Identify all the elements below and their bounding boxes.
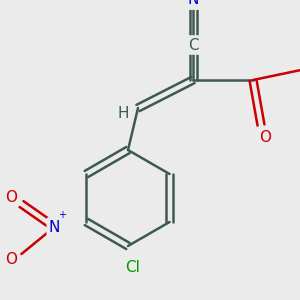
Text: Cl: Cl [126,260,140,275]
Text: N: N [49,220,60,235]
Text: +: + [58,210,66,220]
Text: C: C [188,38,198,52]
Text: O: O [259,130,271,146]
Text: H: H [117,106,129,121]
Text: -: - [19,202,24,215]
Text: O: O [5,253,17,268]
Text: O: O [5,190,17,205]
Text: N: N [187,0,199,8]
